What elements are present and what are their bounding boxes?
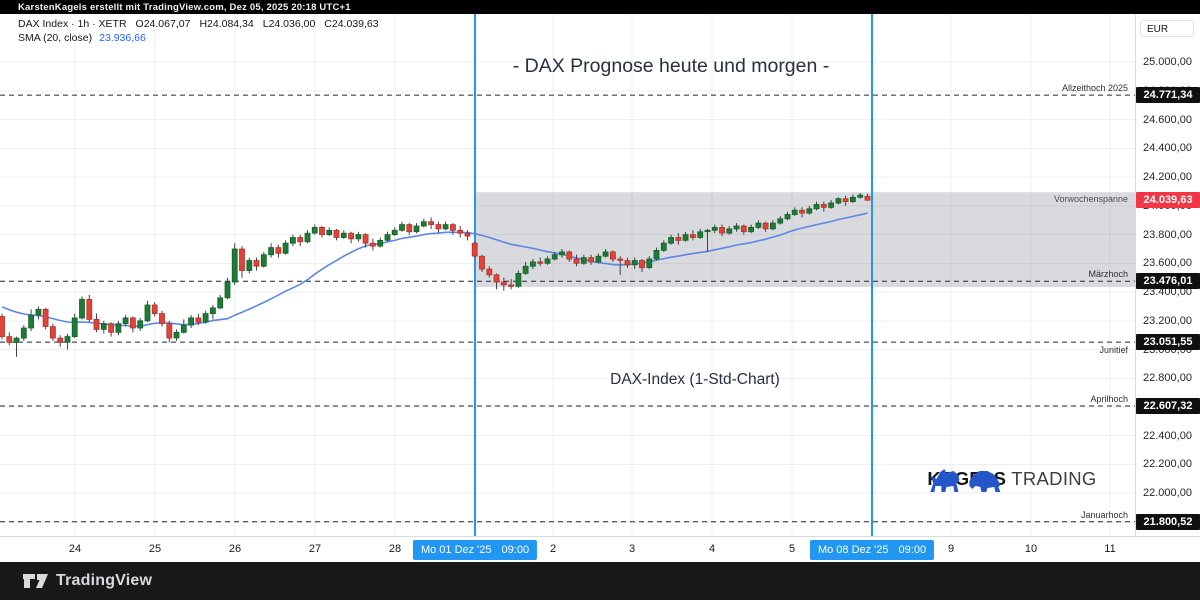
time-tick-label: 25 [148, 543, 162, 555]
price-tick-label: 22.400,00 [1143, 430, 1192, 442]
sma-value: 23.936,66 [99, 32, 146, 44]
chart-plot-area[interactable]: DAX Index · 1h · XETR O24.067,07 H24.084,3… [0, 14, 1135, 536]
sma-line [1, 212, 868, 328]
marker-time: 09:00 [501, 544, 530, 556]
legend-ohlc-value: L24.036,00 [262, 18, 316, 30]
current-price-badge: 24.039,63 [1136, 192, 1200, 208]
price-tick-label: 23.400,00 [1143, 286, 1192, 298]
currency-unit-button[interactable]: EUR [1140, 20, 1194, 37]
marker-time: 09:00 [898, 544, 927, 556]
level-label: Januarhoch [1080, 510, 1128, 520]
marker-date: Mo 01 Dez '25 [420, 544, 492, 556]
legend-ohlc-value: C24.039,63 [324, 18, 379, 30]
legend-ohlc-value: O24.067,07 [135, 18, 191, 30]
price-tick-label: 25.000,00 [1143, 56, 1192, 68]
attribution-text: KarstenKagels erstellt mit TradingView.c… [18, 2, 351, 13]
bull-and-bear-icon [930, 469, 1001, 492]
time-tick-label: 28 [388, 543, 402, 555]
vorwochenspanne-box [475, 192, 1135, 287]
price-tick-label: 23.600,00 [1143, 257, 1192, 269]
vorwochenspanne-label: Vorwochenspanne [1053, 194, 1128, 204]
time-tick-label: 4 [708, 543, 716, 555]
time-tick-label: 3 [628, 543, 636, 555]
tradingview-mark-icon [23, 574, 48, 588]
level-label: Märzhoch [1088, 269, 1128, 279]
attribution-bar: KarstenKagels erstellt mit TradingView.c… [0, 0, 1200, 15]
price-tick-label: 24.600,00 [1143, 114, 1192, 126]
symbol-title: DAX Index · 1h · XETR [18, 18, 127, 30]
time-tick-label: 2 [549, 543, 557, 555]
level-label: Aprilhoch [1090, 394, 1128, 404]
tradingview-logo[interactable]: TradingView [22, 571, 152, 591]
chart-canvas [0, 14, 1135, 536]
time-tick-label: 11 [1104, 543, 1116, 555]
legend-symbol-row: DAX Index · 1h · XETR O24.067,07 H24.084,3… [18, 17, 379, 31]
price-tick-label: 24.200,00 [1143, 171, 1192, 183]
footer-bar: TradingView [0, 562, 1200, 600]
price-level-badge: 23.476,01 [1136, 273, 1200, 289]
time-tick-label: 9 [947, 543, 955, 555]
sma-label: SMA (20, close) [18, 32, 93, 44]
price-level-badge: 24.771,34 [1136, 87, 1200, 103]
symbol-legend: DAX Index · 1h · XETR O24.067,07 H24.084,3… [18, 17, 379, 45]
time-tick-label: 26 [228, 543, 242, 555]
date-marker-badge: Mo 01 Dez '25 09:00 [412, 540, 538, 560]
time-tick-label: 10 [1024, 543, 1038, 555]
price-level-badge: 23.051,55 [1136, 334, 1200, 350]
time-tick-label: 5 [788, 543, 796, 555]
trading-word: TRADING [1011, 468, 1097, 489]
tradingview-brand-text: TradingView [56, 572, 153, 589]
price-tick-label: 22.000,00 [1143, 487, 1192, 499]
time-tick-label: 24 [68, 543, 82, 555]
kagels-trading-watermark: KAGELS TRADING [927, 466, 1097, 492]
legend-ohlc: O24.067,07 H24.084,34 L24.036,00 C24.039,63 [127, 18, 379, 30]
price-tick-label: 23.200,00 [1143, 315, 1192, 327]
price-tick-label: 22.800,00 [1143, 372, 1192, 384]
time-axis[interactable]: 24 25 26 27 28 2 3 4 5 9 10 11 Mo 01 Dez '25 09:00 Mo … [0, 536, 1200, 562]
legend-sma-row: SMA (20, close) 23.936,66 [18, 31, 379, 45]
time-tick-label: 27 [308, 543, 322, 555]
price-tick-label: 24.400,00 [1143, 142, 1192, 154]
price-axis[interactable]: EUR 25.000,0024.800,0024.600,0024.400,00… [1135, 14, 1200, 536]
chart-subtitle: DAX-Index (1-Std-Chart) [610, 371, 780, 388]
price-level-badge: 21.800,52 [1136, 514, 1200, 530]
date-marker-badge: Mo 08 Dez '25 09:00 [809, 540, 935, 560]
legend-ohlc-value: H24.084,34 [199, 18, 254, 30]
candlestick-series [0, 194, 871, 343]
level-label: Junitief [1099, 345, 1128, 355]
level-label: Allzeithoch 2025 [1061, 83, 1128, 93]
price-tick-label: 22.200,00 [1143, 458, 1192, 470]
marker-date: Mo 08 Dez '25 [817, 544, 889, 556]
chart-title: - DAX Prognose heute und morgen - [512, 55, 830, 77]
price-level-badge: 22.607,32 [1136, 398, 1200, 414]
price-tick-label: 23.800,00 [1143, 229, 1192, 241]
